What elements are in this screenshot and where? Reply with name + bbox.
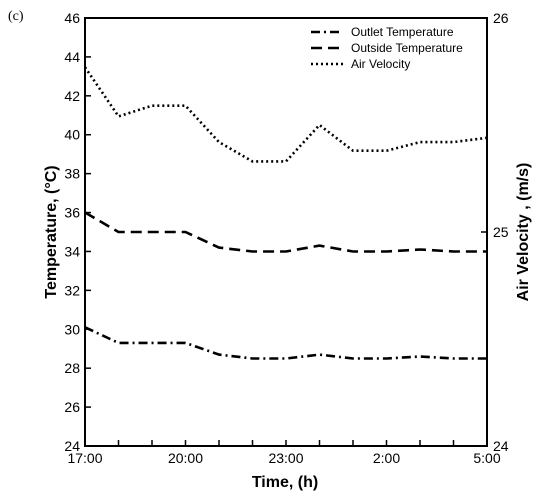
y-tick-label: 32	[64, 282, 80, 298]
x-tick-label: 2:00	[373, 450, 400, 466]
y-tick-label: 46	[64, 10, 80, 26]
y2-axis-label: Air Velocity , (m/s)	[515, 163, 532, 302]
y-tick-label: 26	[64, 399, 80, 415]
legend: Outlet Temperature Outside Temperature Air…	[311, 25, 463, 71]
x-tick-label: 5:00	[473, 450, 500, 466]
y-tick-label: 42	[64, 88, 80, 104]
y-tick-label: 28	[64, 360, 80, 376]
y-tick-label: 44	[64, 49, 80, 65]
y-tick-label: 30	[64, 321, 80, 337]
y-tick-label: 40	[64, 127, 80, 143]
legend-label: Outside Temperature	[351, 41, 463, 55]
x-tick-label: 20:00	[168, 450, 203, 466]
x-axis-label: Time, (h)	[252, 474, 318, 491]
axes-layer: 24 26 28 30 32 34 36 38 40 42 44 46 24 25 26 17:00 20:00…	[64, 10, 508, 466]
panel-label: (c)	[8, 9, 24, 24]
legend-label: Air Velocity	[351, 57, 410, 71]
plot-frame	[84, 17, 488, 447]
y2-tick-label: 26	[493, 10, 509, 26]
y2-tick-label: 24	[493, 438, 509, 454]
legend-label: Outlet Temperature	[351, 25, 454, 39]
y-tick-label: 24	[64, 438, 80, 454]
series-line-air-velocity	[83, 66, 488, 163]
series-layer	[83, 66, 488, 360]
y2-tick-label: 25	[493, 224, 509, 240]
x-tick-label: 17:00	[67, 450, 102, 466]
y-tick-label: 36	[64, 205, 80, 221]
y-tick-label: 38	[64, 166, 80, 182]
series-line-outlet-temperature	[84, 326, 487, 360]
series-line-outside-temperature	[84, 211, 487, 253]
x-tick-label: 23:00	[268, 450, 303, 466]
y-axis-label: Temperature, (°C)	[43, 165, 60, 298]
y-tick-label: 34	[64, 243, 80, 259]
